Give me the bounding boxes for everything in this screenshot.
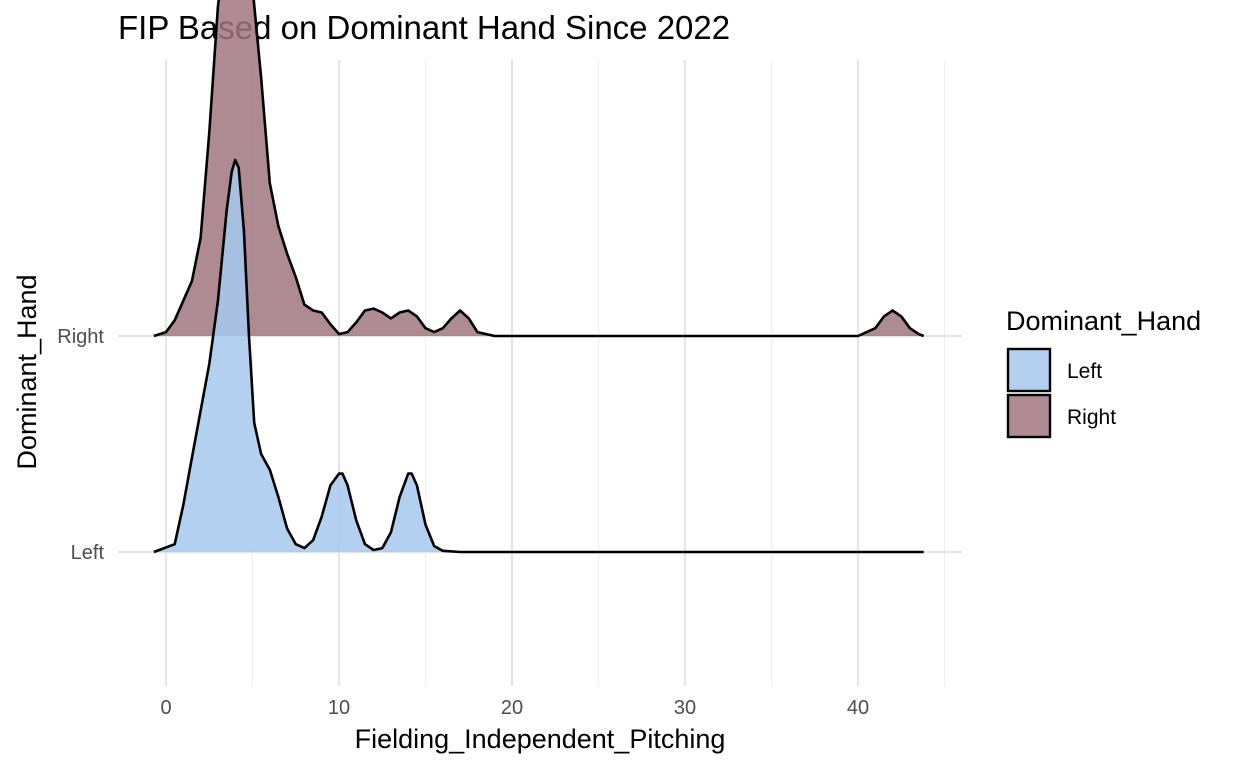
legend-title: Dominant_Hand <box>1006 306 1201 336</box>
ridge-line-left <box>153 158 924 554</box>
chart-title: FIP Based on Dominant Hand Since 2022 <box>118 9 730 46</box>
x-tick-label: 40 <box>847 697 869 719</box>
legend-swatch-right <box>1006 393 1052 439</box>
x-tick-label: 10 <box>328 697 350 719</box>
legend-swatch-left <box>1006 347 1052 393</box>
y-tick-label-left: Left <box>71 542 105 564</box>
ridge-line-right <box>153 0 925 338</box>
y-axis-ticks: Left Right <box>57 326 104 564</box>
ridge-area-left <box>153 160 924 552</box>
legend-label-left: Left <box>1067 360 1102 383</box>
ridges <box>153 0 925 554</box>
x-tick-label: 0 <box>160 697 171 719</box>
x-tick-label: 30 <box>674 697 696 719</box>
y-axis-title: Dominant_Hand <box>12 274 42 469</box>
x-tick-label: 20 <box>501 697 523 719</box>
y-tick-label-right: Right <box>57 326 104 348</box>
x-axis-ticks: 0 10 20 30 40 <box>160 697 869 719</box>
legend: Dominant_Hand Left Right <box>1006 306 1201 439</box>
x-axis-title: Fielding_Independent_Pitching <box>355 724 726 754</box>
legend-label-right: Right <box>1067 406 1116 429</box>
